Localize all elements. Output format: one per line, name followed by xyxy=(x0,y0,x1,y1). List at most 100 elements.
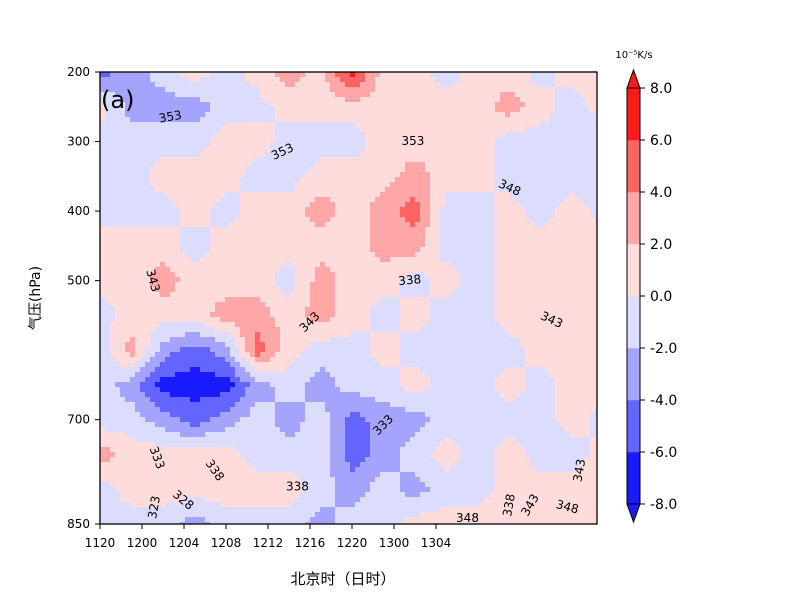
contour-cell xyxy=(485,167,491,173)
contour-cell xyxy=(545,282,551,288)
contour-cell xyxy=(460,72,466,78)
contour-cell xyxy=(570,227,576,233)
contour-cell xyxy=(390,177,396,183)
contour-cell xyxy=(575,207,581,213)
contour-cell xyxy=(125,217,131,223)
contour-cell xyxy=(235,112,241,118)
contour-cell xyxy=(295,127,301,133)
contour-cell xyxy=(300,142,306,148)
contour-cell xyxy=(485,212,491,218)
contour-cell xyxy=(205,147,211,153)
contour-cell xyxy=(305,167,311,173)
contour-cell xyxy=(595,72,598,78)
contour-cell xyxy=(200,197,206,203)
contour-cell xyxy=(265,292,271,298)
contour-cell xyxy=(330,237,336,243)
contour-cell xyxy=(130,297,136,303)
contour-cell xyxy=(225,82,231,88)
contour-cell xyxy=(490,222,496,228)
contour-cell xyxy=(235,242,241,248)
contour-cell xyxy=(195,102,201,108)
contour-cell xyxy=(375,167,381,173)
contour-cell xyxy=(285,132,291,138)
contour-cell xyxy=(100,147,106,153)
contour-cell xyxy=(200,202,206,208)
contour-cell xyxy=(580,207,586,213)
contour-cell xyxy=(485,267,491,273)
contour-cell xyxy=(265,197,271,203)
contour-cell xyxy=(345,217,351,223)
contour-cell xyxy=(140,262,146,268)
contour-cell xyxy=(355,97,361,103)
contour-cell xyxy=(245,317,251,323)
contour-cell xyxy=(290,237,296,243)
contour-cell xyxy=(330,297,336,303)
contour-cell xyxy=(450,222,456,228)
contour-cell xyxy=(340,152,346,158)
contour-cell xyxy=(255,267,261,273)
contour-cell xyxy=(445,187,451,193)
contour-cell xyxy=(355,227,361,233)
contour-cell xyxy=(355,157,361,163)
contour-cell xyxy=(440,287,446,293)
contour-cell xyxy=(150,287,156,293)
contour-cell xyxy=(240,87,246,93)
contour-cell xyxy=(135,172,141,178)
contour-cell xyxy=(580,297,586,303)
contour-cell xyxy=(165,122,171,128)
contour-cell xyxy=(105,192,111,198)
contour-cell xyxy=(335,97,341,103)
contour-cell xyxy=(230,247,236,253)
contour-cell xyxy=(175,272,181,278)
contour-cell xyxy=(550,152,556,158)
contour-cell xyxy=(350,257,356,263)
contour-cell xyxy=(210,187,216,193)
contour-cell xyxy=(495,82,501,88)
contour-cell xyxy=(400,127,406,133)
contour-cell xyxy=(250,267,256,273)
contour-cell xyxy=(180,187,186,193)
contour-cell xyxy=(595,87,598,93)
contour-cell xyxy=(290,157,296,163)
contour-cell xyxy=(415,112,421,118)
contour-cell xyxy=(555,252,561,258)
contour-cell xyxy=(220,282,226,288)
contour-cell xyxy=(160,152,166,158)
contour-cell xyxy=(130,142,136,148)
contour-cell xyxy=(370,207,376,213)
contour-cell xyxy=(270,252,276,258)
contour-cell xyxy=(440,132,446,138)
contour-cell xyxy=(210,122,216,128)
contour-cell xyxy=(500,107,506,113)
contour-cell xyxy=(485,247,491,253)
contour-cell xyxy=(315,317,321,323)
contour-cell xyxy=(460,207,466,213)
contour-cell xyxy=(565,82,571,88)
contour-cell xyxy=(550,87,556,93)
contour-cell xyxy=(205,232,211,238)
contour-cell xyxy=(200,87,206,93)
contour-cell xyxy=(260,222,266,228)
contour-cell xyxy=(365,82,371,88)
contour-cell xyxy=(245,147,251,153)
contour-cell xyxy=(585,307,591,313)
contour-cell xyxy=(555,177,561,183)
contour-cell xyxy=(220,252,226,258)
contour-cell xyxy=(355,317,361,323)
contour-cell xyxy=(565,307,571,313)
contour-cell xyxy=(320,232,326,238)
contour-cell xyxy=(360,267,366,273)
contour-cell xyxy=(115,292,121,298)
contour-cell xyxy=(220,82,226,88)
contour-cell xyxy=(195,282,201,288)
contour-cell xyxy=(170,77,176,83)
contour-cell xyxy=(250,72,256,78)
contour-cell xyxy=(580,162,586,168)
contour-cell xyxy=(295,117,301,123)
contour-cell xyxy=(320,222,326,228)
contour-cell xyxy=(180,257,186,263)
contour-cell xyxy=(440,262,446,268)
contour-cell xyxy=(360,152,366,158)
contour-cell xyxy=(390,82,396,88)
contour-cell xyxy=(180,242,186,248)
